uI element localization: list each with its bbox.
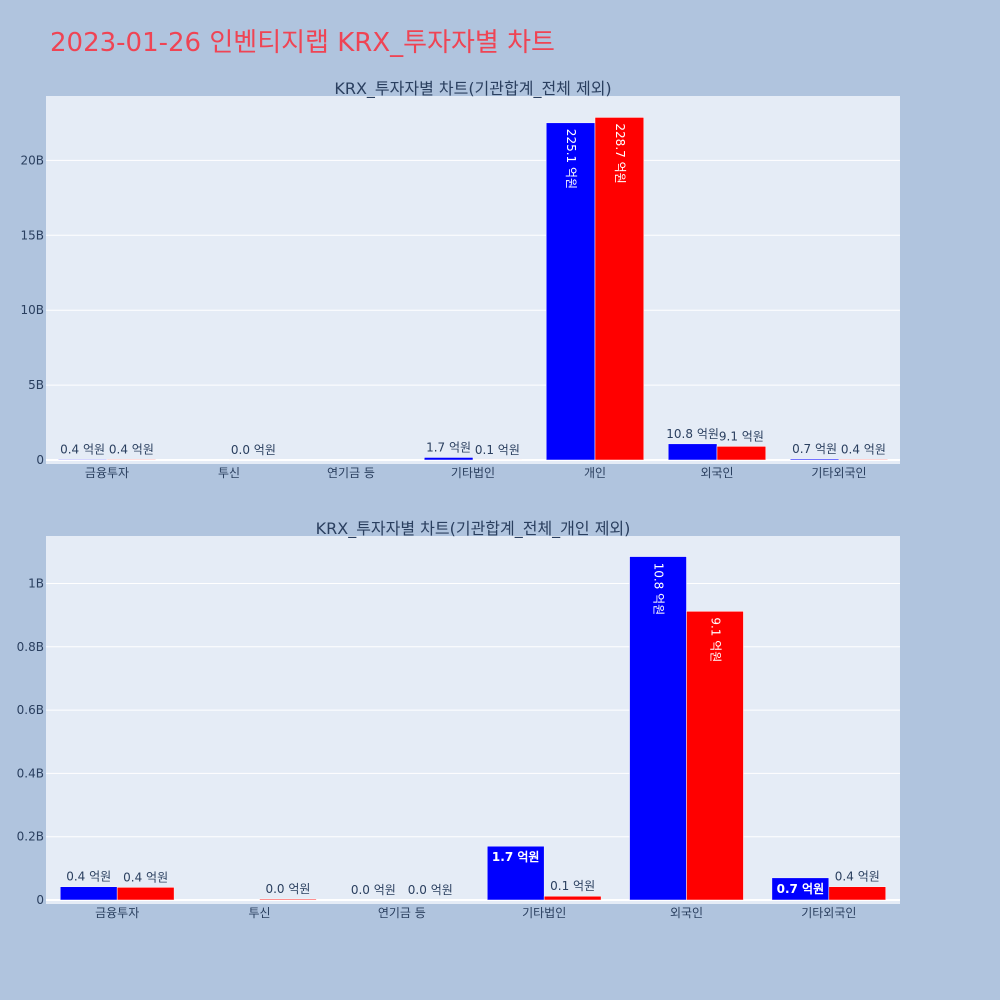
data-label: 0.0 억원: [231, 443, 276, 457]
bar: [838, 459, 889, 461]
chart-title: KRX_투자자별 차트(기관합계_전체 제외): [334, 79, 611, 99]
data-label: 0.0 억원: [265, 882, 310, 896]
bar: [545, 122, 596, 461]
data-label: 228.7 억원: [613, 123, 627, 183]
bar: [57, 459, 108, 461]
x-tick-label: 연기금 등: [327, 466, 375, 480]
data-label: 10.8 억원: [666, 427, 719, 441]
bar: [59, 886, 118, 901]
y-tick-label: 5B: [28, 378, 44, 392]
bar: [828, 886, 887, 901]
data-label: 0.4 억원: [841, 442, 886, 456]
data-label: 9.1 억원: [708, 617, 722, 662]
bar: [106, 459, 157, 461]
x-tick-label: 금융투자: [95, 906, 139, 920]
data-label: 0.1 억원: [550, 879, 595, 893]
x-tick-label: 기타법인: [522, 906, 566, 920]
x-tick-label: 투신: [248, 906, 270, 920]
bar: [486, 845, 545, 901]
y-tick-label: 15B: [20, 228, 44, 242]
data-label: 0.0 억원: [408, 883, 453, 897]
x-tick-label: 투신: [218, 466, 240, 480]
data-label: 0.7 억원: [777, 882, 825, 896]
bar: [594, 117, 645, 461]
data-label: 1.7 억원: [426, 440, 471, 454]
x-tick-label: 기타외국인: [811, 466, 866, 480]
data-label: 0.7 억원: [792, 442, 837, 456]
y-tick-label: 1B: [28, 576, 44, 590]
data-label: 10.8 억원: [652, 563, 666, 616]
y-tick-label: 10B: [20, 303, 44, 317]
bar: [716, 446, 767, 461]
data-label: 0.1 억원: [475, 443, 520, 457]
bar: [789, 458, 840, 461]
x-tick-label: 외국인: [700, 466, 733, 480]
plot-background: [46, 96, 900, 464]
x-tick-label: 기타외국인: [801, 906, 856, 920]
x-tick-label: 외국인: [670, 906, 703, 920]
page-title: 2023-01-26 인벤티지랩 KRX_투자자별 차트: [50, 28, 555, 58]
bar: [259, 898, 317, 901]
x-tick-label: 금융투자: [85, 466, 129, 480]
y-tick-label: 0: [36, 453, 44, 467]
bar: [667, 443, 718, 461]
plot-background: [46, 536, 900, 904]
bar: [116, 887, 175, 901]
x-tick-label: 연기금 등: [378, 906, 426, 920]
y-tick-label: 0.6B: [17, 703, 44, 717]
data-label: 0.4 억원: [66, 870, 111, 884]
data-label: 0.4 억원: [835, 870, 880, 884]
y-tick-label: 0.8B: [17, 640, 44, 654]
data-label: 9.1 억원: [719, 429, 764, 443]
x-tick-label: 기타법인: [451, 466, 495, 480]
y-tick-label: 0.2B: [17, 830, 44, 844]
bar: [686, 611, 744, 901]
bar: [543, 895, 602, 901]
bar: [423, 457, 474, 461]
data-label: 225.1 억원: [564, 129, 578, 189]
y-tick-label: 0.4B: [17, 766, 44, 780]
x-tick-label: 개인: [584, 466, 606, 480]
data-label: 0.4 억원: [123, 870, 168, 884]
data-label: 0.4 억원: [60, 442, 105, 456]
chart-title: KRX_투자자별 차트(기관합계_전체_개인 제외): [316, 519, 631, 539]
y-tick-label: 0: [36, 893, 44, 907]
data-label: 0.4 억원: [109, 442, 154, 456]
data-label: 1.7 억원: [492, 850, 540, 864]
data-label: 0.0 억원: [351, 883, 396, 897]
y-tick-label: 20B: [20, 153, 44, 167]
